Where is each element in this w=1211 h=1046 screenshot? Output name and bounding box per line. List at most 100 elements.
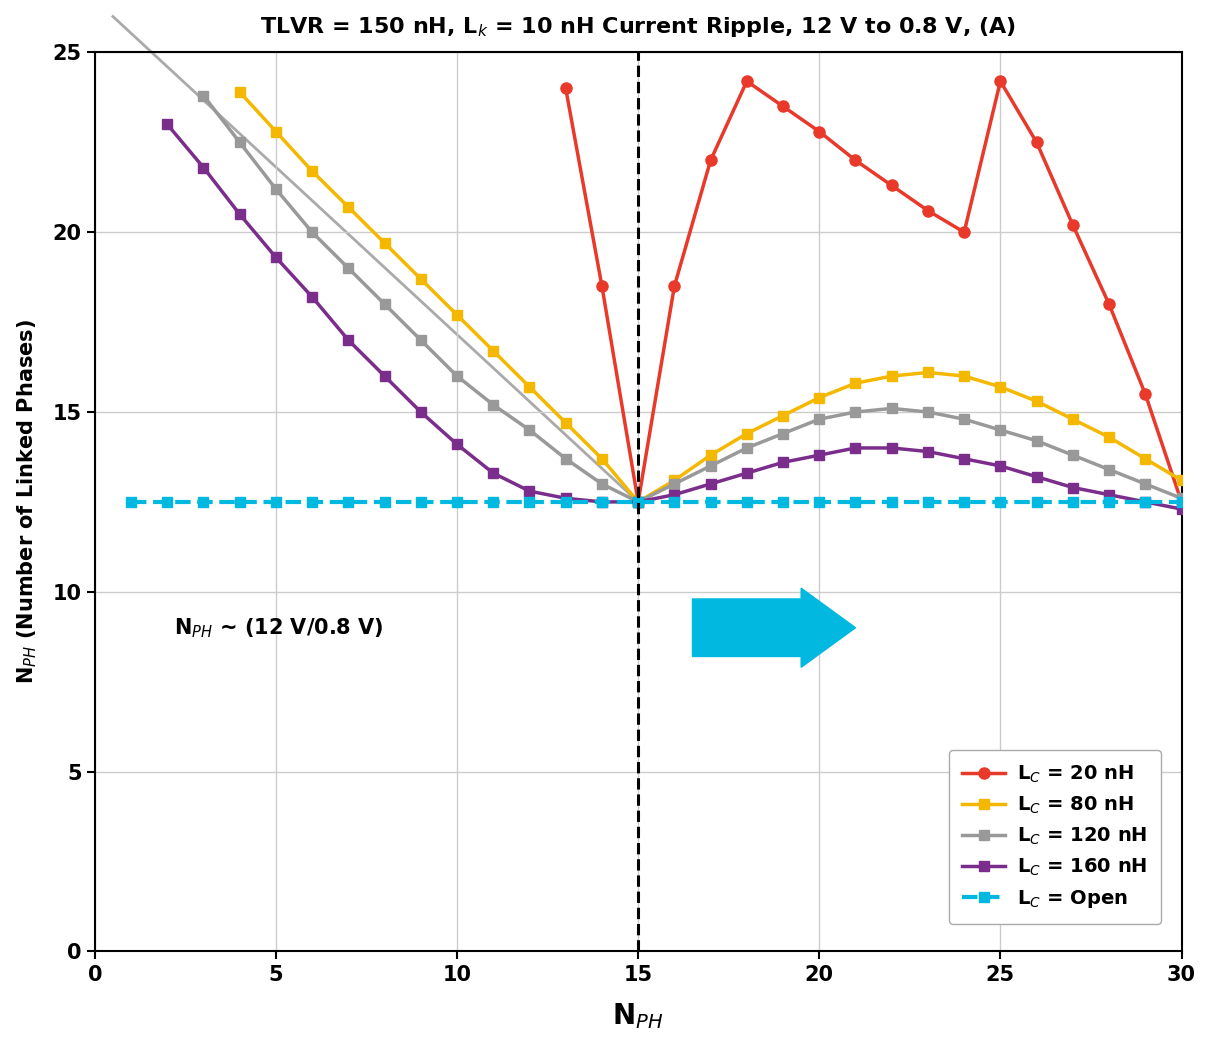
L$_C$ = 160 nH: [884, 441, 899, 454]
L$_C$ = 80 nH: [595, 453, 609, 465]
L$_C$ = 160 nH: [920, 446, 935, 458]
L$_C$ = 80 nH: [1175, 474, 1189, 486]
L$_C$ = 80 nH: [884, 370, 899, 383]
L$_C$ = 20 nH: [704, 154, 718, 166]
L$_C$ = 20 nH: [1102, 298, 1117, 311]
L$_C$ = 80 nH: [233, 86, 247, 98]
L$_C$ = Open: [740, 496, 754, 508]
L$_C$ = Open: [1066, 496, 1080, 508]
L$_C$ = 20 nH: [776, 100, 791, 113]
L$_C$ = 20 nH: [558, 83, 573, 95]
L$_C$ = 80 nH: [449, 309, 464, 321]
L$_C$ = 80 nH: [957, 370, 971, 383]
L$_C$ = 160 nH: [1102, 488, 1117, 501]
L$_C$ = Open: [704, 496, 718, 508]
L$_C$ = Open: [957, 496, 971, 508]
L$_C$ = 120 nH: [486, 399, 500, 411]
L$_C$ = 80 nH: [1029, 395, 1044, 408]
L$_C$ = 120 nH: [631, 496, 645, 508]
L$_C$ = Open: [522, 496, 536, 508]
L$_C$ = 120 nH: [776, 428, 791, 440]
L$_C$ = Open: [848, 496, 862, 508]
L$_C$ = Open: [305, 496, 320, 508]
L$_C$ = 120 nH: [449, 370, 464, 383]
L$_C$ = 160 nH: [558, 492, 573, 504]
L$_C$ = Open: [920, 496, 935, 508]
L$_C$ = Open: [1138, 496, 1153, 508]
L$_C$ = 80 nH: [704, 449, 718, 461]
L$_C$ = Open: [124, 496, 138, 508]
L$_C$ = Open: [993, 496, 1008, 508]
L$_C$ = Open: [378, 496, 392, 508]
L$_C$ = Open: [631, 496, 645, 508]
L$_C$ = 80 nH: [813, 391, 827, 404]
L$_C$ = Open: [813, 496, 827, 508]
L$_C$ = 160 nH: [233, 208, 247, 221]
Y-axis label: N$_{PH}$ (Number of Linked Phases): N$_{PH}$ (Number of Linked Phases): [15, 319, 39, 684]
L$_C$ = 20 nH: [993, 75, 1008, 88]
L$_C$ = 80 nH: [269, 126, 283, 138]
L$_C$ = 80 nH: [1102, 431, 1117, 444]
L$_C$ = Open: [413, 496, 427, 508]
L$_C$ = 20 nH: [1138, 388, 1153, 401]
L$_C$ = 20 nH: [813, 126, 827, 138]
L$_C$ = 80 nH: [776, 409, 791, 422]
L$_C$ = Open: [160, 496, 174, 508]
L$_C$ = 120 nH: [342, 262, 356, 274]
L$_C$ = 160 nH: [595, 496, 609, 508]
L$_C$ = 120 nH: [305, 226, 320, 238]
L$_C$ = Open: [233, 496, 247, 508]
L$_C$ = 120 nH: [233, 136, 247, 149]
L$_C$ = 120 nH: [704, 459, 718, 472]
L$_C$ = 20 nH: [1066, 219, 1080, 231]
L$_C$ = 80 nH: [378, 236, 392, 249]
L$_C$ = 160 nH: [993, 459, 1008, 472]
Legend: L$_C$ = 20 nH, L$_C$ = 80 nH, L$_C$ = 120 nH, L$_C$ = 160 nH, L$_C$ = Open: L$_C$ = 20 nH, L$_C$ = 80 nH, L$_C$ = 12…: [948, 750, 1161, 924]
L$_C$ = 160 nH: [704, 478, 718, 491]
L$_C$ = Open: [884, 496, 899, 508]
L$_C$ = 160 nH: [269, 251, 283, 264]
L$_C$ = 80 nH: [413, 273, 427, 286]
L$_C$ = 160 nH: [160, 118, 174, 131]
L$_C$ = 160 nH: [413, 406, 427, 418]
L$_C$ = 160 nH: [486, 467, 500, 479]
Line: L$_C$ = 20 nH: L$_C$ = 20 nH: [561, 75, 1187, 507]
L$_C$ = 120 nH: [558, 453, 573, 465]
L$_C$ = 80 nH: [486, 344, 500, 357]
L$_C$ = 160 nH: [776, 456, 791, 469]
L$_C$ = 80 nH: [848, 377, 862, 389]
L$_C$ = 120 nH: [884, 402, 899, 414]
L$_C$ = 120 nH: [813, 413, 827, 426]
L$_C$ = 20 nH: [957, 226, 971, 238]
L$_C$ = Open: [1029, 496, 1044, 508]
L$_C$ = 120 nH: [1029, 434, 1044, 447]
L$_C$ = 80 nH: [558, 416, 573, 429]
L$_C$ = 80 nH: [993, 381, 1008, 393]
L$_C$ = Open: [342, 496, 356, 508]
L$_C$ = 160 nH: [813, 449, 827, 461]
L$_C$ = 160 nH: [522, 485, 536, 498]
L$_C$ = 80 nH: [631, 496, 645, 508]
L$_C$ = Open: [776, 496, 791, 508]
L$_C$ = 120 nH: [595, 478, 609, 491]
L$_C$ = Open: [558, 496, 573, 508]
L$_C$ = 160 nH: [342, 334, 356, 346]
Line: L$_C$ = Open: L$_C$ = Open: [126, 497, 1187, 506]
L$_C$ = 120 nH: [1175, 492, 1189, 504]
L$_C$ = 20 nH: [884, 179, 899, 191]
L$_C$ = 80 nH: [1138, 453, 1153, 465]
L$_C$ = 160 nH: [667, 488, 682, 501]
L$_C$ = Open: [269, 496, 283, 508]
L$_C$ = 20 nH: [1029, 136, 1044, 149]
L$_C$ = 20 nH: [740, 75, 754, 88]
L$_C$ = 20 nH: [667, 280, 682, 293]
L$_C$ = 120 nH: [848, 406, 862, 418]
L$_C$ = 120 nH: [196, 89, 211, 101]
L$_C$ = 120 nH: [993, 424, 1008, 436]
L$_C$ = 160 nH: [740, 467, 754, 479]
L$_C$ = Open: [667, 496, 682, 508]
L$_C$ = 80 nH: [1066, 413, 1080, 426]
L$_C$ = 160 nH: [1066, 481, 1080, 494]
L$_C$ = 160 nH: [1029, 471, 1044, 483]
L$_C$ = 160 nH: [196, 161, 211, 174]
